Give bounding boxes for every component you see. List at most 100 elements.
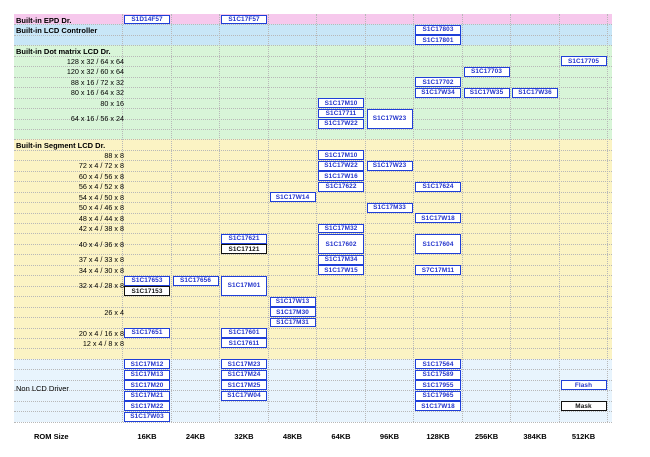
row-label: 32 x 4 / 28 x 8 (78, 281, 124, 291)
chip-box: S7C17M11 (415, 265, 461, 276)
section-label: Non LCD Driver (16, 384, 69, 394)
chip-box: S1C17W16 (318, 171, 364, 182)
chip-box: S1C17M10 (318, 98, 364, 109)
grid-line (316, 14, 317, 422)
column-header: 96KB (379, 432, 400, 441)
row-label: 56 x 4 / 52 x 8 (78, 182, 124, 192)
grid-line (14, 275, 612, 277)
chip-box: S1C17955 (415, 380, 461, 391)
grid-line (607, 14, 608, 422)
chip-box: S1C17711 (318, 108, 364, 119)
grid-line (14, 24, 612, 26)
grid-line (14, 181, 612, 183)
section-band (14, 24, 612, 46)
section-label: Built-in Segment LCD Dr. (16, 140, 106, 150)
grid-line (14, 139, 612, 141)
grid-line (14, 358, 612, 360)
section-label: Built-in EPD Dr. (16, 15, 72, 25)
chip-box: S1C17W23 (366, 160, 413, 171)
chip-box: S1C17W34 (415, 87, 461, 98)
grid-line (14, 34, 612, 36)
grid-line (14, 348, 612, 350)
grid-line (14, 149, 612, 151)
grid-line (14, 285, 612, 287)
chip-box: S1C17121 (221, 244, 267, 255)
column-header: 24KB (185, 432, 206, 441)
chip-box: S1C17W22 (318, 119, 364, 129)
chip-box: S1C17M31 (269, 317, 316, 328)
chip-box: S1C17W14 (269, 192, 316, 203)
chip-box: S1C17W04 (221, 390, 267, 401)
column-header: 16KB (137, 432, 157, 441)
grid-line (14, 254, 612, 256)
row-label: 48 x 4 / 44 x 8 (78, 213, 124, 223)
row-label: 128 x 32 / 64 x 64 (66, 56, 124, 66)
grid-line (14, 202, 612, 204)
chip-box: S1C17702 (415, 77, 461, 88)
section-label: Built-in Dot matrix LCD Dr. (16, 46, 111, 56)
chip-box: S1C17F57 (221, 14, 267, 25)
row-label: 26 x 4 (104, 307, 124, 317)
chip-box: S1C17M23 (221, 359, 267, 370)
column-header: 256KB (474, 432, 499, 441)
chip-box: S1C17M33 (366, 202, 413, 213)
grid-line (14, 160, 612, 162)
chip-box: S1C17M24 (221, 369, 267, 380)
grid-line (14, 55, 612, 57)
section-label: Built-in LCD Controller (16, 25, 98, 35)
rom-size-label: ROM Size (34, 432, 69, 441)
chip-box: S1C17801 (415, 35, 461, 46)
grid-line (364, 14, 366, 422)
grid-line (413, 14, 414, 422)
chip-box: S1C17803 (415, 24, 461, 35)
grid-line (14, 411, 612, 413)
grid-line (122, 14, 123, 422)
chip-box: S1C17621 (221, 233, 267, 244)
grid-line (14, 337, 612, 339)
chip-box: S1C17M20 (124, 380, 170, 391)
chip-box: S1D14F57 (124, 14, 170, 25)
chip-box: S1C17153 (124, 286, 170, 297)
grid-line (510, 14, 511, 422)
grid-line (14, 118, 612, 120)
chip-box: S1C17M12 (124, 359, 170, 370)
chip-box: S1C17W15 (318, 265, 364, 276)
row-label: 40 x 4 / 36 x 8 (78, 239, 124, 249)
row-label: 37 x 4 / 33 x 8 (78, 255, 124, 265)
grid-line (267, 14, 269, 422)
chip-box: S1C17M32 (318, 223, 364, 234)
column-header: 128KB (426, 432, 450, 441)
grid-line (219, 14, 220, 422)
grid-line (14, 264, 612, 266)
column-header: 384KB (523, 432, 547, 441)
chip-box: S1C17M30 (269, 307, 316, 318)
chip-box: Mask (560, 401, 607, 412)
grid-line (14, 45, 612, 47)
grid-line (14, 170, 612, 172)
column-header: 48KB (282, 432, 303, 441)
section-band (14, 14, 612, 25)
grid-line (14, 379, 612, 381)
row-label: 42 x 4 / 38 x 8 (78, 224, 124, 233)
row-label: 80 x 16 (100, 98, 124, 108)
grid-line (14, 327, 612, 329)
grid-line (14, 108, 612, 110)
chip-box: S1C17M13 (124, 369, 170, 380)
grid-line (170, 14, 172, 422)
chip-box: S1C17W23 (366, 108, 413, 129)
chip-box: S1C17703 (463, 66, 510, 77)
row-label: 72 x 4 / 72 x 8 (78, 161, 124, 171)
row-label: 50 x 4 / 46 x 8 (78, 203, 124, 213)
chip-box: S1C17651 (124, 328, 170, 338)
chip-box: S1C17589 (415, 369, 461, 380)
grid-line (14, 66, 612, 68)
row-label: 60 x 4 / 56 x 8 (78, 171, 124, 181)
chip-box: S1C17W36 (512, 87, 558, 98)
chip-box: S1C17M01 (221, 275, 267, 297)
chip-box: S1C17705 (560, 56, 607, 67)
chip-box: S1C17M25 (221, 380, 267, 391)
chip-box: S1C17624 (415, 181, 461, 192)
chip-box: S1C17604 (415, 233, 461, 255)
grid-line (14, 128, 612, 130)
grid-line (14, 421, 612, 423)
